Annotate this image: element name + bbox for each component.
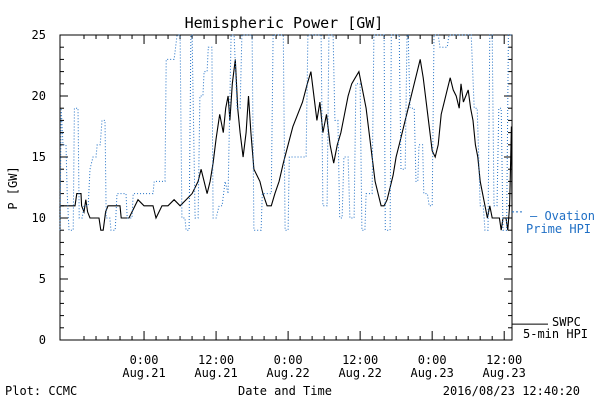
x-tick-time-label: 12:00 bbox=[198, 353, 234, 367]
x-tick-time-label: 0:00 bbox=[274, 353, 303, 367]
y-tick-label: 5 bbox=[39, 272, 46, 286]
series-swpc-line bbox=[59, 59, 513, 231]
x-axis-label: Date and Time bbox=[238, 384, 332, 398]
series-ovation-line bbox=[59, 34, 512, 231]
y-tick-label: 15 bbox=[32, 150, 46, 164]
plot-frame bbox=[59, 34, 513, 341]
legend-swpc-line2: 5-min HPI bbox=[523, 327, 588, 341]
footer-timestamp: 2016/08/23 12:40:20 bbox=[443, 384, 580, 398]
y-axis-label: P [GW] bbox=[6, 166, 20, 209]
x-tick-time-label: 0:00 bbox=[130, 353, 159, 367]
legend-ovation-line1: — Ovation bbox=[530, 209, 595, 223]
y-tick-label: 10 bbox=[32, 211, 46, 225]
legend-ovation-line2: Prime HPI bbox=[526, 222, 591, 236]
x-tick-date-label: Aug.21 bbox=[194, 366, 237, 380]
x-tick-time-label: 12:00 bbox=[342, 353, 378, 367]
y-tick-label: 0 bbox=[39, 333, 46, 347]
x-tick-date-label: Aug.23 bbox=[483, 366, 526, 380]
y-tick-label: 25 bbox=[32, 28, 46, 42]
x-tick-date-label: Aug.22 bbox=[266, 366, 309, 380]
x-tick-time-label: 12:00 bbox=[486, 353, 522, 367]
x-tick-date-label: Aug.23 bbox=[410, 366, 453, 380]
y-tick-label: 20 bbox=[32, 89, 46, 103]
chart-title: Hemispheric Power [GW] bbox=[185, 14, 384, 32]
legend-swpc-line1: SWPC bbox=[552, 315, 581, 329]
x-tick-date-label: Aug.22 bbox=[338, 366, 381, 380]
x-tick-time-label: 0:00 bbox=[418, 353, 447, 367]
x-tick-date-label: Aug.21 bbox=[122, 366, 165, 380]
footer-plot-source: Plot: CCMC bbox=[5, 384, 77, 398]
